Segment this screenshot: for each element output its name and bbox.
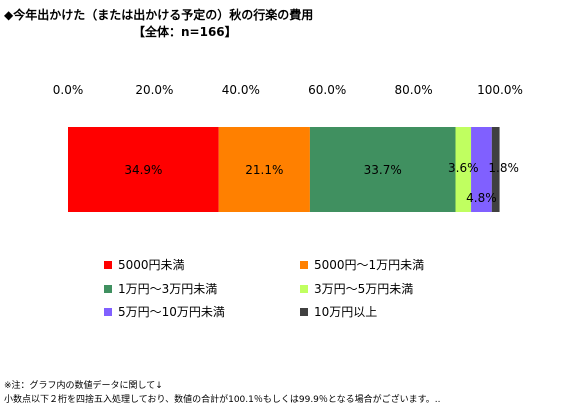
x-tick-label: 20.0% xyxy=(135,83,173,97)
data-label: 33.7% xyxy=(364,163,402,177)
x-tick-label: 60.0% xyxy=(308,83,346,97)
data-label: 21.1% xyxy=(245,163,283,177)
bar-segment xyxy=(471,127,492,212)
data-label: 34.9% xyxy=(124,163,162,177)
bar-segment xyxy=(218,127,310,212)
data-label: 4.8% xyxy=(466,191,497,205)
data-label: 3.6% xyxy=(448,161,479,175)
chart-title: ◆今年出かけた（または出かける予定の）秋の行楽の費用 xyxy=(4,8,314,22)
x-tick-label: 100.0% xyxy=(477,83,523,97)
footnote-line-2: 小数点以下２桁を四捨五入処理しており、数値の合計が100.1％もしくは99.9％… xyxy=(4,395,441,405)
bar-segment xyxy=(68,127,219,212)
footnote-line-1: ※注：グラフ内の数値データに関して↓ xyxy=(4,381,163,391)
chart-subtitle: 【全体：n=166】 xyxy=(133,25,237,39)
bar-segment xyxy=(309,127,456,212)
x-tick-label: 0.0% xyxy=(53,83,84,97)
footnote: ※注：グラフ内の数値データに関して↓ 小数点以下２桁を四捨五入処理しており、数値… xyxy=(4,379,440,407)
bar-segment xyxy=(491,127,500,212)
data-label: 1.8% xyxy=(488,161,519,175)
x-tick-label: 40.0% xyxy=(222,83,260,97)
bar-segment xyxy=(455,127,472,212)
x-tick-label: 80.0% xyxy=(395,83,433,97)
